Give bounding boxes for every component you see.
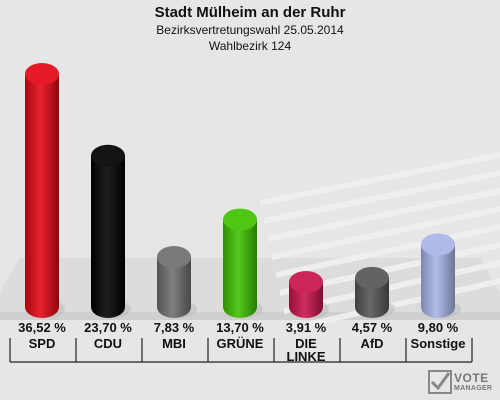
checkmark-icon [428, 370, 452, 394]
vote-manager-logo: VOTE MANAGER [428, 368, 500, 398]
category-label: AfD [360, 336, 384, 351]
value-label: 4,57 % [351, 320, 393, 335]
district-label: Wahlbezirk 124 [208, 39, 292, 53]
value-label: 13,70 % [216, 320, 264, 335]
bar-mbi [157, 246, 197, 318]
logo-text-manager: MANAGER [454, 385, 493, 392]
bar-sonstige [421, 233, 461, 318]
category-label: CDU [93, 336, 123, 351]
bars [25, 63, 461, 318]
bar-spd [25, 63, 65, 318]
category-label: SPD [28, 336, 56, 351]
category-label: Sonstige [410, 336, 466, 351]
bar-die-linke [289, 271, 329, 318]
value-label: 9,80 % [417, 320, 459, 335]
category-label: MBI [162, 336, 186, 351]
bar-cdu [91, 144, 131, 318]
value-label: 3,91 % [285, 320, 327, 335]
bar-afd [355, 266, 395, 318]
logo-text-vote: VOTE [454, 371, 489, 385]
chart-title: Stadt Mülheim an der Ruhr [154, 4, 346, 21]
value-label: 23,70 % [84, 320, 132, 335]
chart-subtitle: Bezirksvertretungswahl 25.05.2014 [156, 23, 344, 37]
bar-grüne [223, 208, 263, 318]
category-label: GRÜNE [216, 336, 264, 351]
value-label: 36,52 % [18, 320, 66, 335]
value-label: 7,83 % [153, 320, 195, 335]
category-label: DIE LINKE [286, 336, 326, 364]
category-ticks [9, 338, 473, 363]
